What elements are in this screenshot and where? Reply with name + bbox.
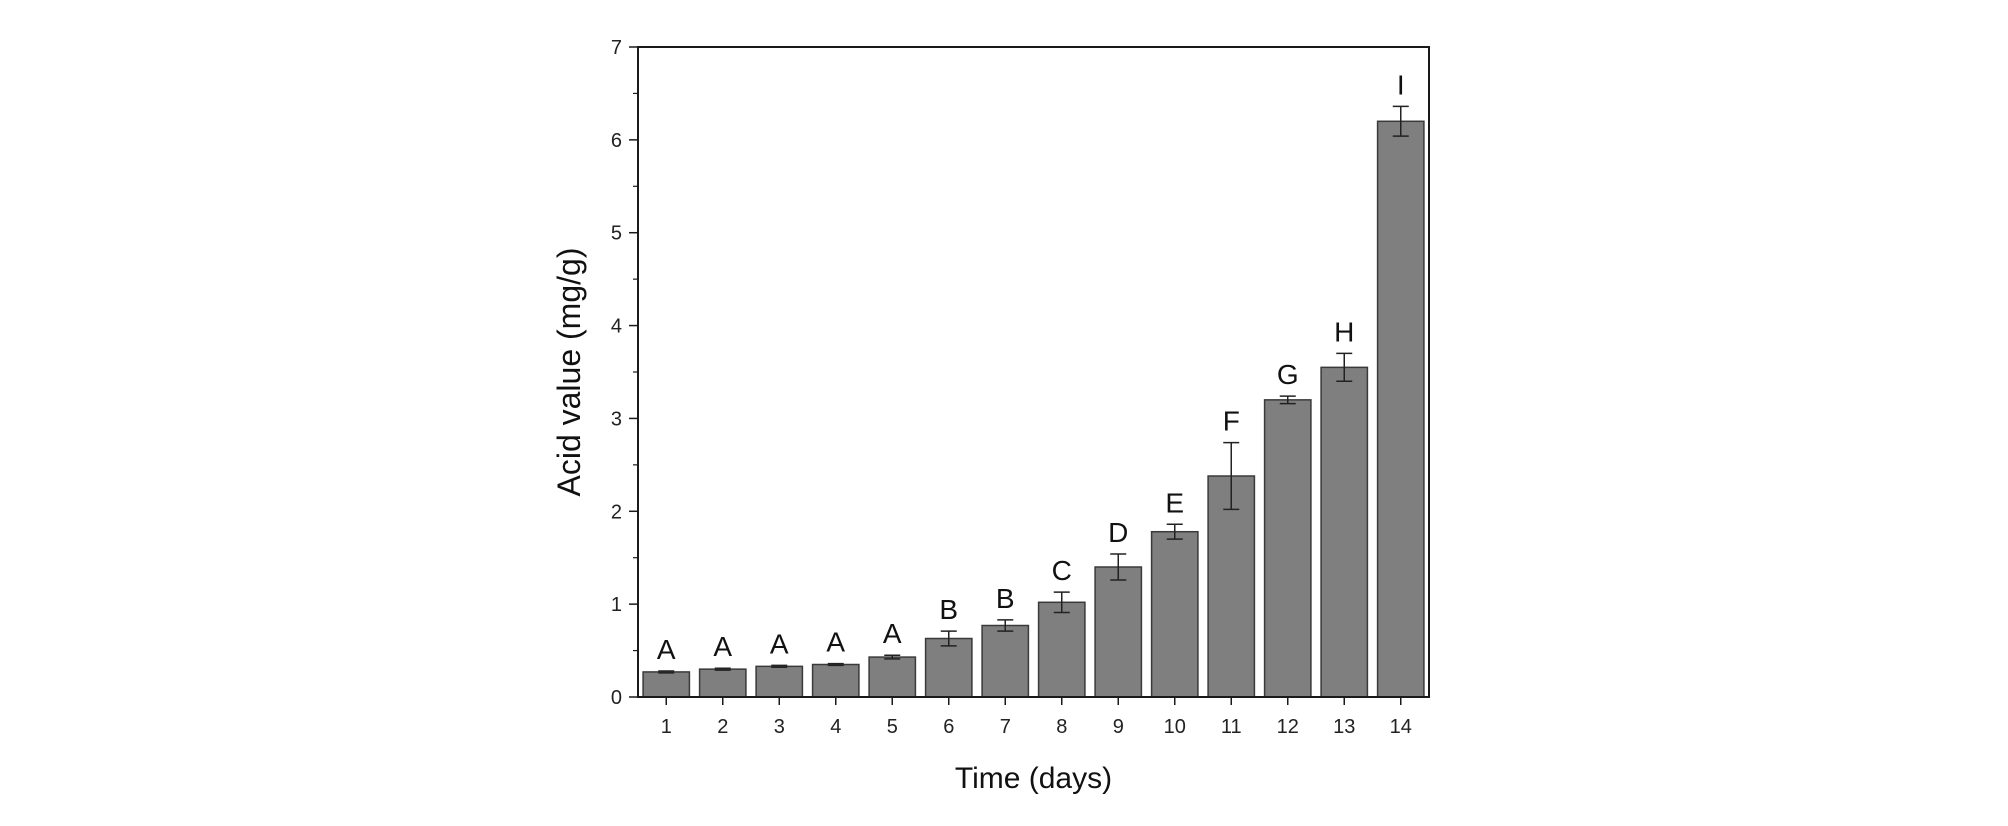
error-bar-day-9 bbox=[1110, 553, 1127, 581]
x-tick-label: 7 bbox=[1000, 716, 1011, 738]
bar-day-7 bbox=[981, 624, 1030, 698]
significance-label-day-13: H bbox=[1334, 316, 1354, 347]
y-tick-label: 2 bbox=[611, 501, 622, 523]
error-bar-day-7 bbox=[997, 619, 1014, 632]
x-tick-label: 1 bbox=[661, 716, 672, 738]
bar-day-3 bbox=[755, 665, 804, 698]
error-bar-day-5 bbox=[884, 654, 901, 660]
bar-day-8 bbox=[1037, 601, 1086, 698]
bar-day-9 bbox=[1094, 566, 1143, 698]
x-tick-label: 6 bbox=[943, 716, 954, 738]
y-axis: 0 1 2 3 4 5 6 7 bbox=[611, 37, 638, 709]
error-bar-day-2 bbox=[714, 667, 731, 671]
error-bar-day-13 bbox=[1336, 352, 1353, 383]
error-bar-day-6 bbox=[940, 630, 957, 647]
significance-label-day-14: I bbox=[1397, 69, 1405, 100]
bar-day-14 bbox=[1376, 120, 1425, 698]
y-tick-label: 5 bbox=[611, 223, 622, 245]
x-tick-label: 13 bbox=[1333, 716, 1355, 738]
significance-label-day-9: D bbox=[1108, 517, 1128, 548]
x-tick-label: 3 bbox=[774, 716, 785, 738]
bar-day-5 bbox=[868, 656, 917, 698]
significance-label-day-8: C bbox=[1052, 555, 1072, 586]
error-bar-day-3 bbox=[771, 664, 788, 669]
y-tick-label: 0 bbox=[611, 687, 622, 709]
error-bar-day-10 bbox=[1166, 523, 1183, 540]
x-tick-label: 12 bbox=[1277, 716, 1299, 738]
y-tick-label: 6 bbox=[611, 130, 622, 152]
significance-label-day-1: A bbox=[657, 634, 676, 665]
significance-label-day-3: A bbox=[770, 628, 789, 659]
significance-label-day-5: A bbox=[883, 618, 902, 649]
significance-label-day-7: B bbox=[996, 583, 1015, 614]
x-axis-label: Time (days) bbox=[955, 762, 1112, 795]
x-axis: 1 2 3 4 5 6 7 8 9 10 11 12 13 14 bbox=[661, 697, 1412, 738]
error-bar-day-1 bbox=[658, 670, 675, 674]
x-tick-label: 11 bbox=[1221, 716, 1242, 738]
error-bars-layer bbox=[658, 105, 1409, 674]
bar-day-13 bbox=[1320, 366, 1369, 698]
y-tick-label: 1 bbox=[611, 594, 622, 616]
bar-day-12 bbox=[1263, 399, 1312, 698]
significance-labels-layer: A A A A A B B C D E F G H I bbox=[657, 69, 1405, 665]
bar-day-1 bbox=[642, 671, 691, 698]
x-tick-label: 5 bbox=[887, 716, 898, 738]
significance-label-day-10: E bbox=[1165, 487, 1184, 518]
bars-layer bbox=[642, 120, 1425, 698]
y-tick-label: 3 bbox=[611, 408, 622, 430]
bar-day-10 bbox=[1150, 530, 1199, 698]
x-tick-label: 14 bbox=[1390, 716, 1412, 738]
significance-label-day-6: B bbox=[939, 594, 958, 625]
bar-day-11 bbox=[1207, 475, 1256, 698]
significance-label-day-12: G bbox=[1277, 359, 1299, 390]
bar-day-6 bbox=[924, 637, 973, 698]
error-bar-day-12 bbox=[1279, 395, 1296, 405]
y-axis-label: Acid value (mg/g) bbox=[551, 248, 587, 497]
error-bar-day-11 bbox=[1223, 441, 1240, 511]
x-tick-label: 9 bbox=[1113, 716, 1124, 738]
x-tick-label: 4 bbox=[830, 716, 841, 738]
x-tick-label: 8 bbox=[1056, 716, 1067, 738]
error-bar-day-8 bbox=[1053, 591, 1070, 614]
error-bar-day-14 bbox=[1392, 105, 1409, 137]
x-tick-label: 2 bbox=[717, 716, 728, 738]
x-tick-label: 10 bbox=[1164, 716, 1186, 738]
y-tick-label: 7 bbox=[611, 37, 622, 59]
significance-label-day-2: A bbox=[713, 631, 732, 662]
significance-label-day-11: F bbox=[1223, 406, 1240, 437]
error-bar-day-4 bbox=[827, 662, 844, 667]
significance-label-day-4: A bbox=[826, 627, 845, 658]
bar-day-2 bbox=[698, 668, 747, 698]
y-tick-label: 4 bbox=[611, 316, 622, 338]
bar-day-4 bbox=[811, 663, 860, 698]
